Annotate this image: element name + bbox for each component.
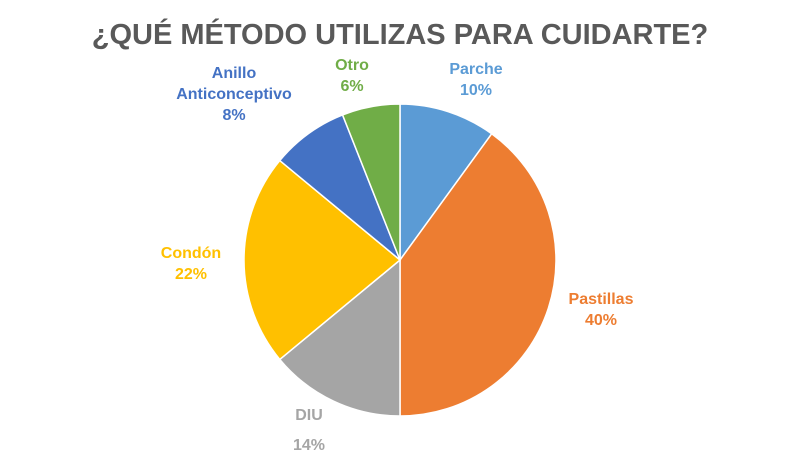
pie-slice-diu <box>278 258 401 417</box>
value-label: 22% <box>175 266 207 283</box>
value-label: 6% <box>340 78 363 95</box>
data-label-otro: Otro 6% <box>335 57 369 95</box>
data-label-pastillas: Pastillas 40% <box>569 291 634 329</box>
chart-title: ¿QUÉ MÉTODO UTILIZAS PARA CUIDARTE? <box>92 17 709 51</box>
data-label-cond-n: Condón 22% <box>161 245 221 283</box>
pie-labels: Parche 10% Pastillas 40% DIU 14% Condón 22% Anil… <box>161 57 634 454</box>
data-label-anillo-anticonceptivo: Anillo Anticonceptivo 8% <box>176 65 292 124</box>
pie-slice-pastillas <box>399 132 557 417</box>
data-label-diu: DIU 14% <box>293 407 325 454</box>
category-label: Parche <box>449 61 502 78</box>
category-label: Otro <box>335 57 369 74</box>
value-label: 14% <box>293 437 325 454</box>
value-label: 8% <box>222 107 245 124</box>
pie-slices <box>243 103 557 417</box>
category-label: Anticonceptivo <box>176 86 292 103</box>
category-label: Pastillas <box>569 291 634 308</box>
pie-slice-cond-n <box>243 159 402 361</box>
pie-slice-otro <box>341 103 401 261</box>
pie-slice-parche <box>399 103 493 263</box>
data-label-parche: Parche 10% <box>449 61 502 99</box>
category-label: Anillo <box>212 65 257 82</box>
value-label: 40% <box>585 312 617 329</box>
value-label: 10% <box>460 82 492 99</box>
category-label: Condón <box>161 245 221 262</box>
category-label: DIU <box>295 407 323 424</box>
